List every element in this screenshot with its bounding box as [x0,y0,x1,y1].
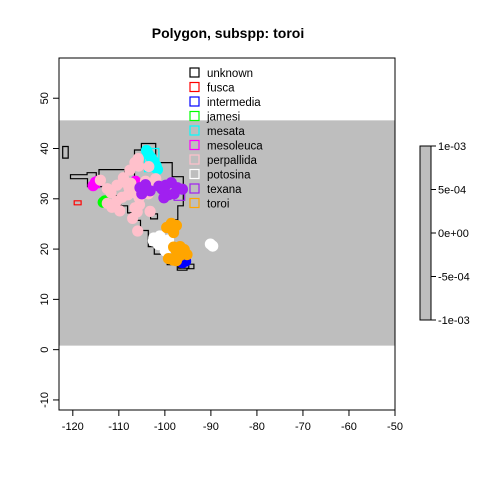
range-polygon-0 [62,145,69,159]
y-tick-label: 0 [39,347,51,353]
legend-swatch-unknown [189,67,200,78]
legend-swatch-texana [189,183,200,194]
range-polygon-3 [73,200,82,206]
legend-swatch-potosina [189,168,200,180]
colorbar-label: 5e-04 [438,185,466,197]
point-perpallida-12 [143,161,155,173]
legend-label-potosina: potosina [207,170,251,182]
legend-label-mesata: mesata [207,126,245,138]
colorbar-label: -1e-03 [438,315,470,327]
x-tick-label: -50 [387,421,403,433]
legend-label-unknown: unknown [207,68,253,80]
point-perpallida-29 [144,205,156,217]
point-potosina-8 [204,238,216,250]
point-toroi-3 [168,226,180,239]
point-perpallida-26 [132,225,144,237]
legend-swatch-mesata [189,125,200,136]
x-tick-label: -90 [203,421,219,433]
x-axis: -120 -110 -100 -90 -80 -70 -60 -50 [62,410,403,433]
legend-swatch-jamesi [189,110,200,122]
point-texana-11 [153,180,165,192]
legend-swatch-intermedia [189,96,200,107]
legend-swatch-mesoleuca [189,139,200,151]
point-perpallida-23 [116,191,128,203]
point-potosina-5 [148,232,160,244]
point-layer [87,144,219,269]
y-axis: -10 0 10 20 30 40 50 [39,92,59,408]
colorbar-label: -5e-04 [438,272,470,284]
x-tick-label: -120 [62,421,84,433]
y-tick-label: 50 [39,92,51,104]
point-texana-3 [136,188,148,200]
y-tick-label: 20 [39,243,51,255]
point-texana-10 [158,192,170,204]
colorbar: 1e-03 5e-04 0e+00 -5e-04 -1e-03 [419,141,470,327]
point-perpallida-28 [133,199,146,211]
point-mesata-5 [151,164,164,176]
point-perpallida-31 [133,160,145,172]
legend-label-perpallida: perpallida [207,155,257,167]
y-tick-label: 10 [39,293,51,305]
raster-band [59,120,395,346]
chart-title: Polygon, subspp: toroi [152,25,304,41]
legend: unknown fusca intermedia jamesi mesata mesole… [189,67,263,211]
x-tick-label: -60 [341,421,357,433]
plot-frame [58,57,396,411]
raster-layer [59,120,395,346]
x-tick-label: -110 [108,421,129,433]
legend-label-toroi: toroi [207,199,229,211]
point-perpallida-22 [101,197,113,209]
point-perpallida-2 [105,187,117,199]
y-tick-label: 40 [39,142,51,154]
legend-swatch-toroi [189,197,200,209]
point-perpallida-5 [114,205,126,217]
x-tick-label: -80 [249,421,265,433]
y-tick-label: -10 [39,392,51,408]
point-texana-8 [176,183,188,195]
y-tick-label: 30 [39,193,51,205]
colorbar-fill [420,146,431,320]
x-tick-label: -70 [295,421,311,433]
point-toroi-9 [168,241,180,253]
legend-label-mesoleuca: mesoleuca [207,141,263,153]
legend-swatch-fusca [189,81,200,93]
legend-label-fusca: fusca [207,83,235,95]
x-tick-label: -100 [154,421,176,433]
legend-label-intermedia: intermedia [207,97,261,109]
point-perpallida-30 [118,176,130,188]
colorbar-label: 1e-03 [438,141,466,153]
legend-label-jamesi: jamesi [206,112,240,124]
range-polygon-2 [150,213,159,220]
point-toroi-12 [170,255,182,267]
legend-label-texana: texana [207,184,242,196]
legend-swatch-perpallida [189,154,200,165]
point-perpallida-0 [94,174,106,186]
point-texana-12 [168,188,180,200]
colorbar-label: 0e+00 [438,228,469,240]
